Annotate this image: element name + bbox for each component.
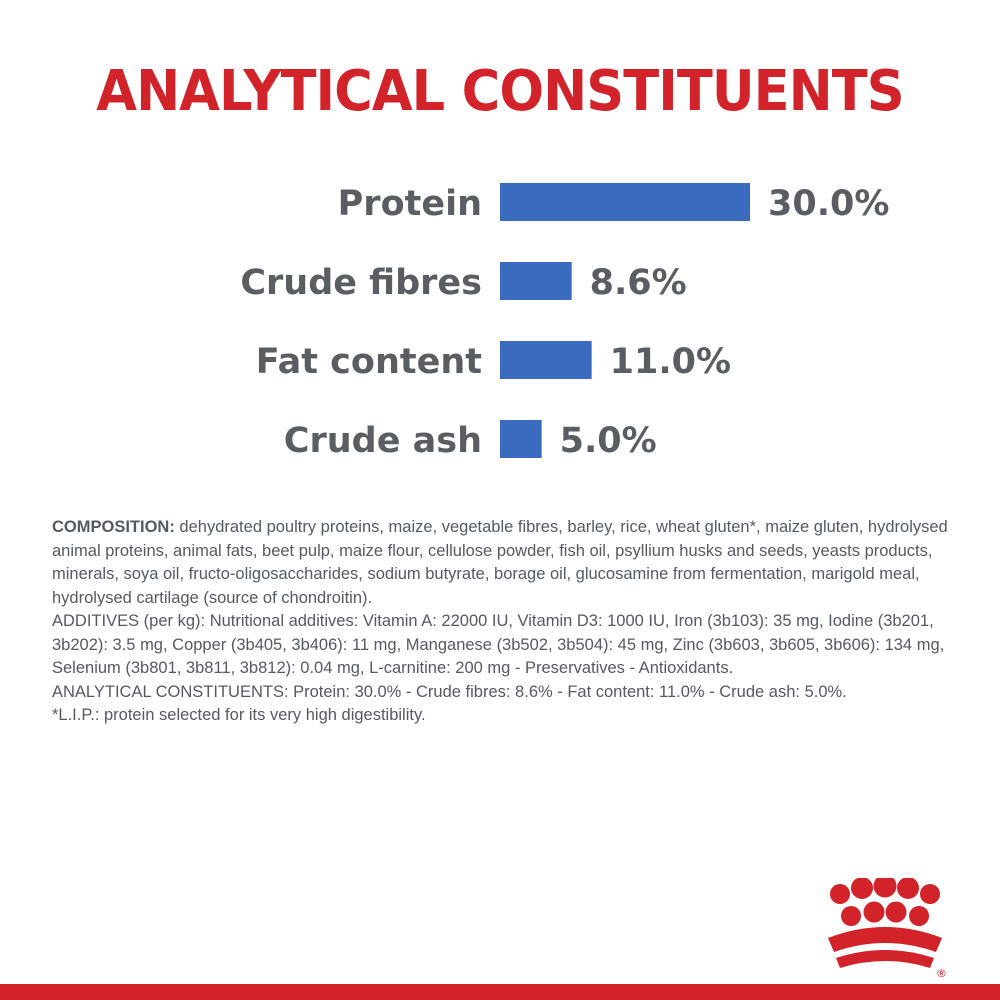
- crown-dot: [841, 906, 861, 926]
- value-label: 5.0%: [560, 421, 657, 461]
- crown-dot: [873, 878, 897, 898]
- bar: [500, 420, 542, 458]
- bar-chart: Protein 30.0% Crude fibres 8.6% Fat content 1…: [240, 183, 889, 461]
- chart-title: ANALYTICAL CONSTITUENTS: [96, 59, 904, 124]
- crown-base: [836, 950, 934, 968]
- composition-ingredients: dehydrated poultry proteins, maize, vege…: [52, 518, 948, 607]
- additives-paragraph: ADDITIVES (per kg): Nutritional additive…: [52, 612, 945, 677]
- crown-dot: [863, 901, 885, 923]
- composition-paragraph: COMPOSITION: dehydrated poultry proteins…: [52, 516, 952, 610]
- crown-icon: ®: [828, 878, 947, 978]
- category-label: Crude fibres: [240, 263, 482, 303]
- bar: [500, 262, 572, 300]
- footnote: *L.I.P.: protein selected for its very h…: [52, 706, 426, 724]
- value-label: 8.6%: [590, 263, 687, 303]
- category-label: Protein: [338, 184, 482, 224]
- value-label: 11.0%: [610, 342, 731, 382]
- crown-dot: [830, 884, 850, 904]
- crown-dot: [851, 878, 873, 899]
- footer-bar: [0, 984, 1000, 1000]
- bar: [500, 341, 592, 379]
- category-label: Crude ash: [284, 421, 482, 461]
- crown-band: [828, 927, 942, 952]
- crown-dot: [897, 878, 919, 899]
- crown-dot: [885, 901, 907, 923]
- crown-dot: [920, 884, 940, 904]
- composition-text: COMPOSITION: dehydrated poultry proteins…: [52, 516, 952, 728]
- composition-lead: COMPOSITION:: [52, 518, 175, 536]
- value-label: 30.0%: [768, 184, 889, 224]
- registered-mark: ®: [936, 967, 947, 978]
- crown-dot: [909, 906, 929, 926]
- category-label: Fat content: [256, 342, 482, 382]
- bar: [500, 183, 750, 221]
- analytical-paragraph: ANALYTICAL CONSTITUENTS: Protein: 30.0% …: [52, 682, 847, 701]
